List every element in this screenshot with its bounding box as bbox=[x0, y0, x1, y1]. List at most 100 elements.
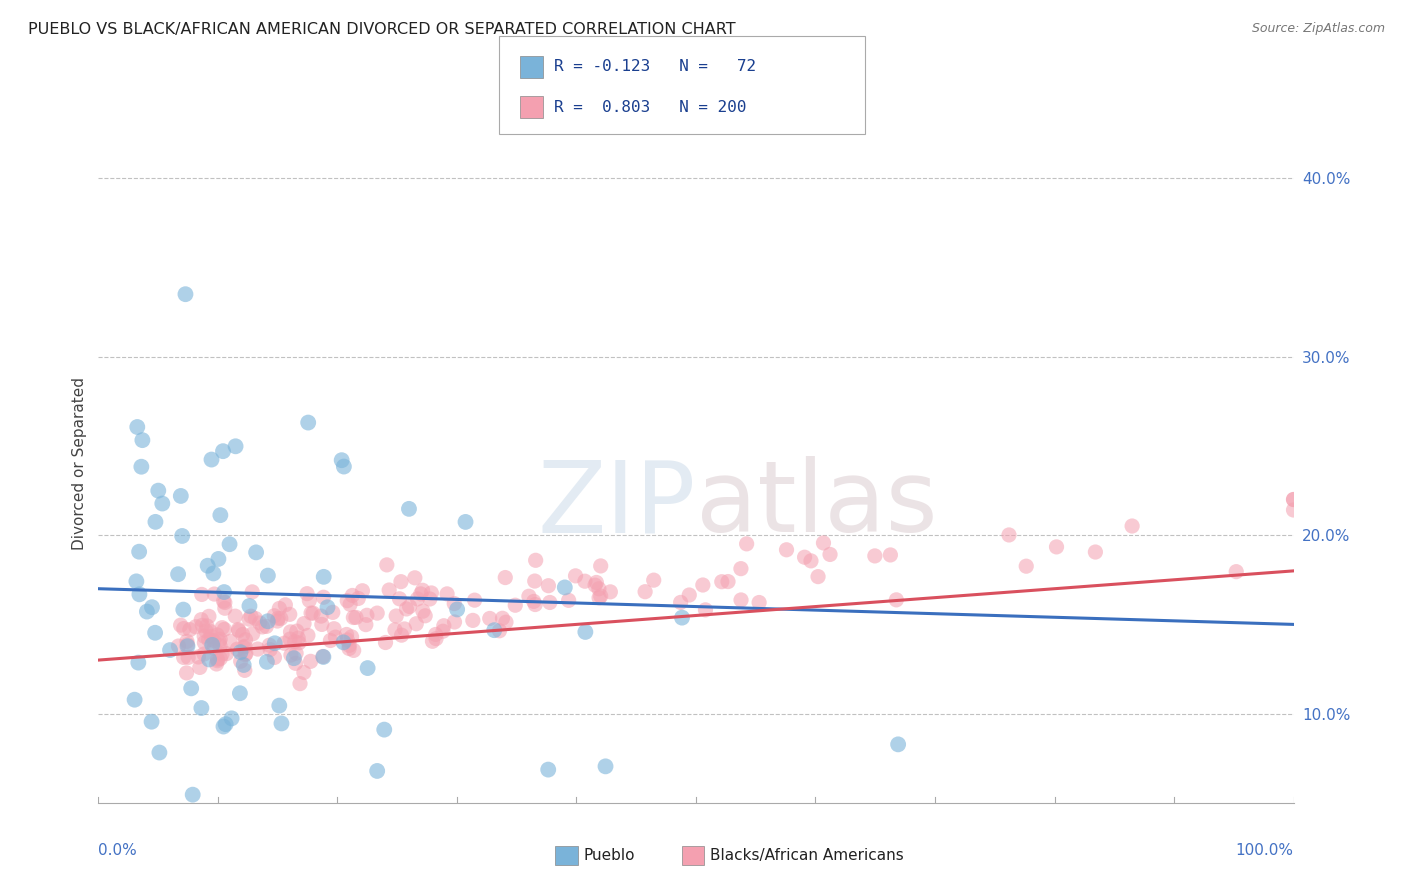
Point bbox=[211, 647, 233, 661]
Point bbox=[524, 553, 547, 567]
Point bbox=[433, 619, 456, 633]
Point bbox=[366, 606, 388, 620]
Point bbox=[634, 584, 657, 599]
Point bbox=[278, 632, 301, 646]
Point bbox=[245, 611, 267, 625]
Point bbox=[583, 578, 606, 592]
Point bbox=[484, 623, 506, 637]
Point bbox=[232, 640, 254, 655]
Point bbox=[233, 664, 256, 678]
Point bbox=[215, 647, 238, 661]
Point bbox=[695, 603, 717, 617]
Point bbox=[730, 593, 752, 607]
Point bbox=[389, 574, 412, 589]
Point bbox=[1084, 545, 1107, 559]
Point bbox=[202, 587, 225, 601]
Point bbox=[212, 444, 235, 458]
Text: 0.0%: 0.0% bbox=[98, 844, 138, 858]
Point bbox=[409, 587, 432, 601]
Point bbox=[238, 612, 260, 626]
Point bbox=[325, 630, 347, 644]
Point bbox=[879, 548, 901, 562]
Point bbox=[219, 634, 242, 648]
Text: Pueblo: Pueblo bbox=[583, 848, 636, 863]
Point bbox=[395, 602, 418, 616]
Point bbox=[242, 626, 264, 640]
Point bbox=[143, 625, 166, 640]
Point bbox=[1282, 492, 1305, 507]
Point bbox=[336, 632, 359, 647]
Point bbox=[218, 537, 240, 551]
Point bbox=[128, 544, 150, 558]
Point bbox=[312, 570, 335, 584]
Point bbox=[266, 614, 288, 628]
Point bbox=[194, 624, 217, 638]
Point bbox=[337, 638, 360, 652]
Point bbox=[299, 654, 322, 668]
Point bbox=[373, 723, 395, 737]
Point bbox=[319, 633, 342, 648]
Point bbox=[404, 571, 426, 585]
Point bbox=[226, 642, 249, 657]
Point bbox=[195, 619, 218, 633]
Point bbox=[398, 501, 420, 516]
Point bbox=[127, 656, 149, 670]
Point bbox=[267, 611, 290, 625]
Point bbox=[413, 608, 436, 623]
Point bbox=[813, 536, 835, 550]
Point bbox=[212, 594, 235, 608]
Point bbox=[311, 617, 333, 632]
Point bbox=[191, 618, 214, 632]
Point bbox=[128, 587, 150, 601]
Point bbox=[212, 720, 235, 734]
Point bbox=[239, 609, 262, 624]
Point bbox=[235, 632, 257, 647]
Point bbox=[517, 589, 540, 603]
Point bbox=[710, 574, 733, 589]
Point bbox=[800, 554, 823, 568]
Point bbox=[273, 636, 295, 650]
Point bbox=[212, 585, 235, 599]
Point bbox=[259, 638, 281, 652]
Point bbox=[398, 599, 420, 614]
Point bbox=[179, 623, 201, 637]
Point bbox=[669, 595, 692, 609]
Point bbox=[425, 627, 447, 641]
Point bbox=[284, 657, 307, 671]
Point bbox=[352, 583, 374, 598]
Point bbox=[173, 650, 195, 665]
Point bbox=[187, 650, 209, 665]
Point bbox=[202, 633, 225, 648]
Point bbox=[302, 606, 325, 620]
Point bbox=[181, 788, 204, 802]
Point bbox=[280, 624, 302, 639]
Point bbox=[131, 459, 153, 474]
Point bbox=[422, 634, 444, 648]
Point bbox=[125, 574, 148, 589]
Text: 100.0%: 100.0% bbox=[1236, 844, 1294, 858]
Point bbox=[214, 595, 236, 609]
Point bbox=[211, 621, 233, 635]
Point bbox=[172, 602, 194, 616]
Point bbox=[420, 586, 443, 600]
Point bbox=[316, 600, 339, 615]
Point bbox=[198, 652, 221, 666]
Point bbox=[288, 676, 311, 690]
Point bbox=[412, 583, 434, 598]
Point bbox=[233, 648, 256, 662]
Text: R =  0.803   N = 200: R = 0.803 N = 200 bbox=[554, 100, 747, 114]
Point bbox=[252, 620, 274, 634]
Point bbox=[274, 598, 297, 612]
Point bbox=[887, 737, 910, 751]
Point bbox=[589, 589, 612, 603]
Point bbox=[209, 651, 232, 665]
Point bbox=[176, 634, 198, 648]
Point bbox=[464, 593, 486, 607]
Point bbox=[488, 624, 510, 638]
Point bbox=[232, 658, 254, 673]
Point bbox=[378, 582, 401, 597]
Point bbox=[537, 763, 560, 777]
Point bbox=[538, 595, 561, 609]
Point bbox=[214, 623, 236, 637]
Point bbox=[342, 610, 364, 624]
